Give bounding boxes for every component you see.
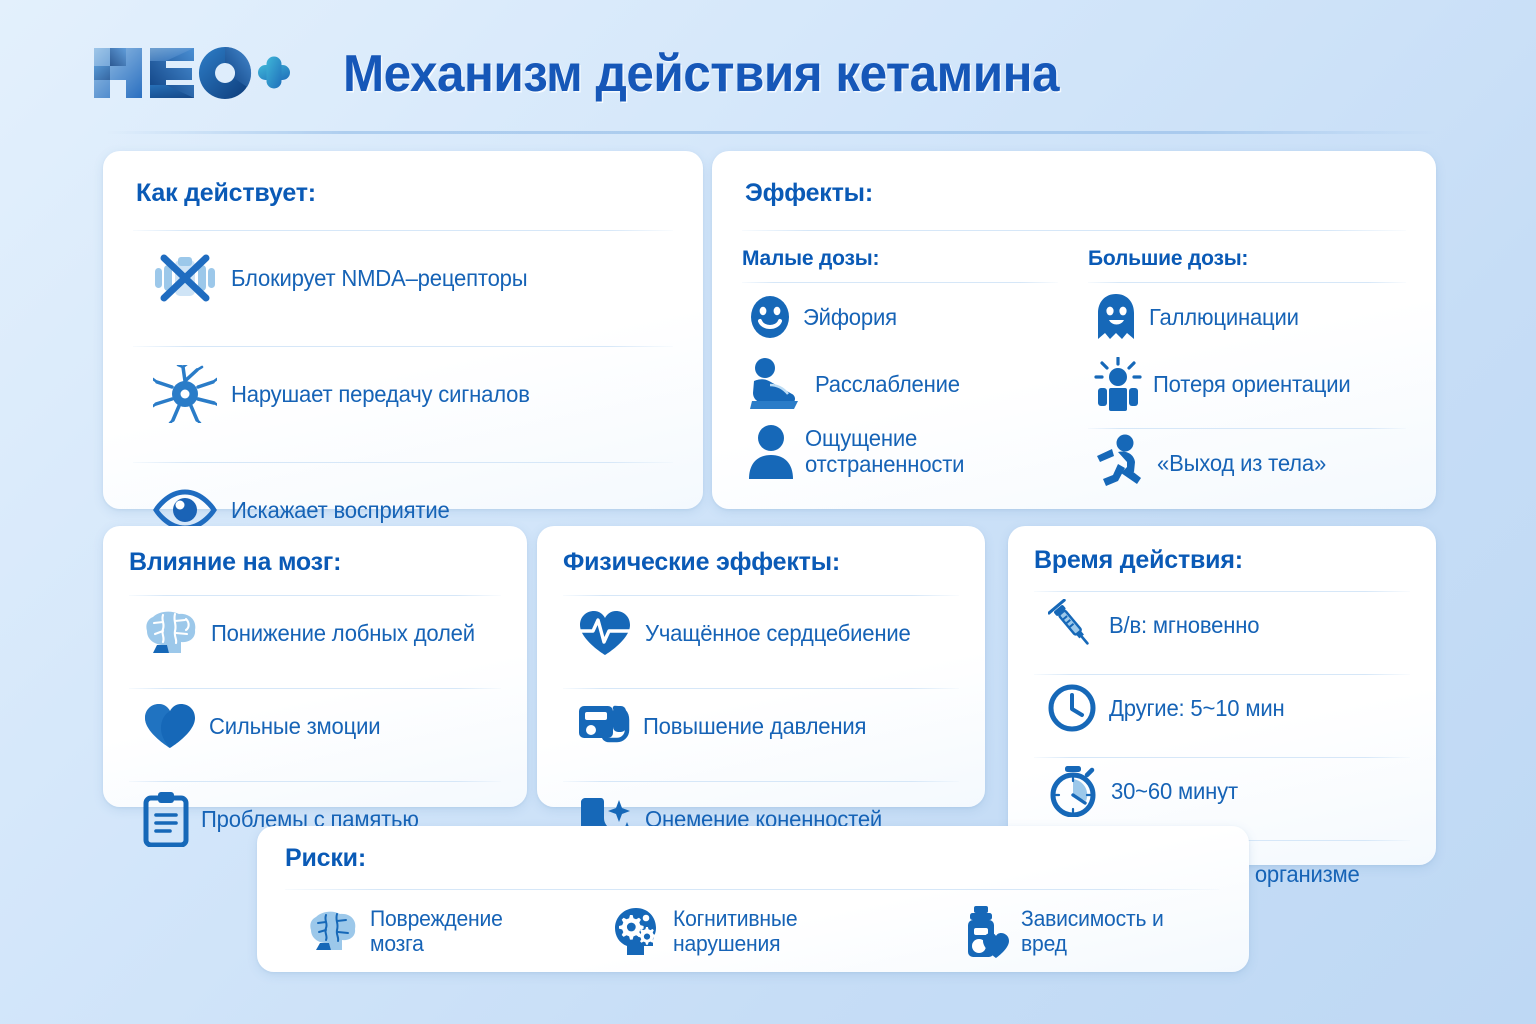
- list-item: В/в: мгновенно: [1034, 592, 1410, 658]
- row-divider: [129, 781, 501, 782]
- list-item: Другие: 5~10 мин: [1034, 675, 1410, 741]
- row-divider: [1034, 757, 1410, 758]
- card-title-brain: Влияние на мозг:: [129, 548, 342, 576]
- list-item: Понижение лобных долей: [129, 596, 501, 670]
- title-divider: [742, 230, 1406, 231]
- card-duration: Время действия: В/в: мгновенно: [1008, 526, 1436, 895]
- card-physical-effects: Физические эффекты: Учащённое сердцебиен…: [537, 526, 985, 841]
- reclining-person-icon: [748, 355, 804, 413]
- row-divider: [133, 346, 673, 347]
- card-title-physical: Физические эффекты:: [563, 548, 840, 576]
- running-person-icon: [1094, 434, 1146, 492]
- subtitle-divider: [1088, 282, 1406, 283]
- subtitle-low-dose: Малые дозы:: [742, 247, 880, 270]
- brain-icon: [143, 609, 199, 657]
- title-divider: [285, 889, 1219, 890]
- list-item-label: «Выход из тела»: [1157, 449, 1327, 476]
- list-item-label: Повреждение мозга: [370, 906, 503, 956]
- list-item: Искажает восприятие: [133, 463, 673, 556]
- list-item-label: В/в: мгновенно: [1109, 612, 1260, 638]
- list-item-label: Нарушает передачу сигналов: [231, 380, 530, 407]
- card-title-duration: Время действия:: [1034, 546, 1243, 574]
- list-item: Блокирует NMDA–рецепторы: [133, 231, 673, 324]
- row-divider: [563, 688, 959, 689]
- list-item-label: Расслабление: [815, 370, 960, 397]
- heart-pulse-icon: [577, 609, 633, 657]
- subtitle-high-dose: Большие дозы:: [1088, 247, 1249, 270]
- row-divider: [129, 688, 501, 689]
- ghost-icon: [1094, 292, 1138, 342]
- person-silhouette-icon: [748, 423, 794, 479]
- card-effects: Эффекты: Малые дозы: Эйфория: [712, 151, 1436, 509]
- eye-icon: [153, 488, 217, 532]
- list-item: Повышение давления: [563, 689, 959, 763]
- list-item: Учащённое сердцебиение: [563, 596, 959, 670]
- row-divider: [1088, 428, 1406, 429]
- list-item-label: 30~60 минут: [1111, 778, 1238, 804]
- clock-icon: [1048, 684, 1096, 732]
- list-item: Повреждение мозга: [307, 906, 566, 957]
- neo-plus-logo-icon: [94, 46, 290, 99]
- title-divider: [563, 595, 959, 596]
- list-item-label: Эйфория: [803, 303, 897, 330]
- list-item: Галлюцинации: [1088, 283, 1406, 350]
- card-brain-impact: Влияние на мозг: Понижение лобных долей: [103, 526, 527, 847]
- card-risks: Риски: Повреждение мозга: [257, 826, 1249, 972]
- list-item-label: Повышение давления: [643, 713, 867, 739]
- list-item-label: Понижение лобных долей: [211, 620, 475, 646]
- confused-person-icon: [1094, 356, 1142, 411]
- page-title: Механизм действия кетамина: [343, 45, 1059, 103]
- list-item-label: Искажает восприятие: [231, 496, 450, 523]
- blocked-receptor-icon: [153, 252, 217, 304]
- header-divider: [106, 131, 1436, 134]
- stopwatch-icon: [1048, 765, 1098, 817]
- neuron-icon: [153, 364, 217, 423]
- pill-bottle-icon: [960, 906, 1010, 958]
- list-item: Сильные змоции: [129, 689, 501, 763]
- list-item: Нарушает передачу сигналов: [133, 347, 673, 440]
- title-divider: [129, 595, 501, 596]
- smiley-face-icon: [748, 294, 792, 340]
- title-divider: [1034, 591, 1410, 592]
- brain-damage-icon: [307, 909, 359, 955]
- list-item: Когнитивные нарушения: [610, 906, 916, 958]
- list-item-label: Ощущение отстраненности: [805, 424, 965, 477]
- title-divider: [133, 230, 673, 231]
- list-item: Зависимость и вред: [960, 906, 1219, 958]
- brand-logo: [92, 40, 292, 106]
- list-item-label: Другие: 5~10 мин: [1109, 695, 1285, 721]
- list-item: Расслабление: [742, 350, 1058, 417]
- list-item-label: Учащённое сердцебиение: [645, 620, 911, 646]
- card-title-effects: Эффекты:: [745, 179, 873, 207]
- card-how-it-works: Как действует: Блокирует NMDA–рецепторы: [103, 151, 703, 531]
- list-item-label: Галлюцинации: [1149, 303, 1299, 330]
- list-item: Эйфория: [742, 283, 1058, 350]
- list-item: Ощущение отстраненности: [742, 417, 1058, 484]
- effects-column-high-dose: Большие дозы: Галлюцинации: [1074, 247, 1406, 496]
- list-item-label: Когнитивные нарушения: [673, 906, 798, 956]
- blood-pressure-monitor-icon: [577, 700, 631, 752]
- list-item-label: Блокирует NMDA–рецепторы: [231, 264, 528, 291]
- list-item-label: Потеря ориентации: [1153, 370, 1351, 397]
- clipboard-icon: [143, 791, 189, 847]
- list-item: «Выход из тела»: [1088, 429, 1406, 496]
- row-divider: [563, 781, 959, 782]
- heart-icon: [143, 702, 197, 750]
- card-title-risks: Риски:: [285, 844, 366, 872]
- list-item-label: Сильные змоции: [209, 713, 381, 739]
- effects-column-low-dose: Малые дозы: Эйфория: [742, 247, 1074, 496]
- row-divider: [133, 462, 673, 463]
- list-item: 30~60 минут: [1034, 758, 1410, 824]
- list-item: Потеря ориентации: [1088, 350, 1406, 417]
- subtitle-divider: [742, 282, 1058, 283]
- page-header: Механизм действия кетамина: [0, 0, 1536, 140]
- row-divider: [1034, 674, 1410, 675]
- syringe-icon: [1048, 599, 1096, 651]
- card-title-how: Как действует:: [136, 179, 316, 207]
- head-gears-icon: [610, 906, 662, 958]
- list-item-label: Зависимость и вред: [1020, 906, 1164, 956]
